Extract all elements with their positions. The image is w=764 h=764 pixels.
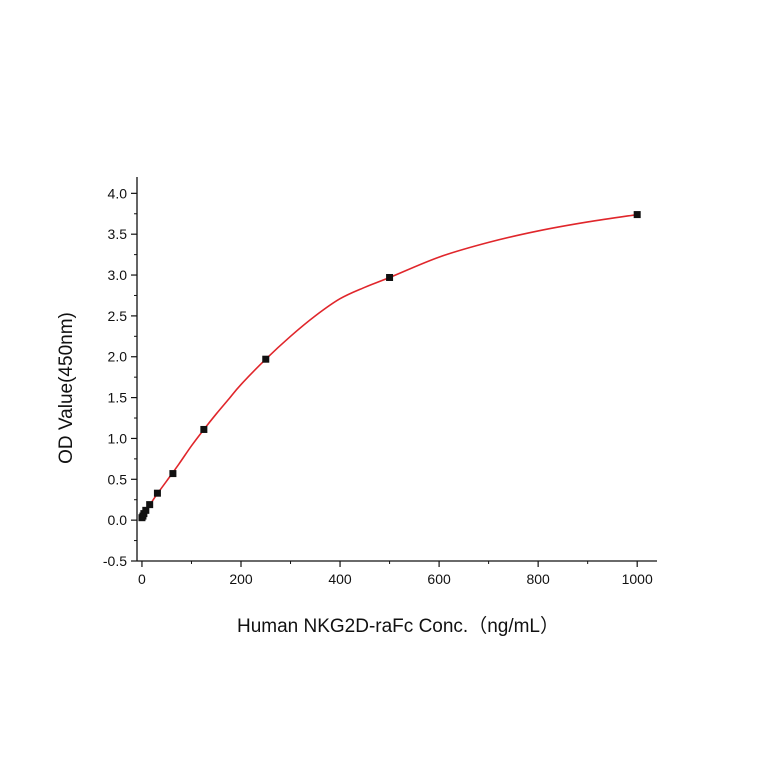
- x-tick-label: 800: [526, 571, 550, 587]
- x-tick-label: 600: [427, 571, 451, 587]
- data-point: [262, 355, 270, 363]
- x-tick-label: 0: [138, 571, 146, 587]
- data-point: [633, 211, 641, 219]
- x-tick-label: 200: [229, 571, 253, 587]
- data-point: [169, 470, 177, 478]
- y-tick-label: 2.5: [108, 308, 128, 324]
- data-point: [153, 489, 161, 497]
- y-axis-title: OD Value(450nm): [56, 312, 77, 464]
- x-axis: 0 200 400 600 800 1000: [137, 560, 657, 587]
- data-points: [138, 211, 641, 522]
- y-tick-label: 0.5: [108, 471, 128, 487]
- x-tick-label: 1000: [622, 571, 653, 587]
- data-point: [146, 501, 154, 509]
- fit-curve-layer: [141, 213, 638, 519]
- fit-curve-line: [141, 213, 638, 519]
- y-tick-label: -0.5: [103, 553, 127, 569]
- y-axis: -0.5 0.0 0.5 1.0 1.5 2.0 2.5 3.0 3.5 4.0: [103, 177, 138, 569]
- y-tick-label: 3.5: [108, 226, 128, 242]
- y-tick-label: 2.0: [108, 349, 128, 365]
- data-point: [200, 425, 208, 433]
- data-point: [142, 506, 150, 514]
- data-point: [386, 273, 394, 281]
- x-axis-title: Human NKG2D-raFc Conc.（ng/mL）: [237, 615, 559, 637]
- y-tick-label: 3.0: [108, 267, 128, 283]
- y-tick-label: 1.5: [108, 390, 128, 406]
- x-tick-label: 400: [328, 571, 352, 587]
- y-tick-label: 0.0: [108, 512, 128, 528]
- y-tick-label: 4.0: [108, 185, 128, 201]
- y-tick-label: 1.0: [108, 430, 128, 446]
